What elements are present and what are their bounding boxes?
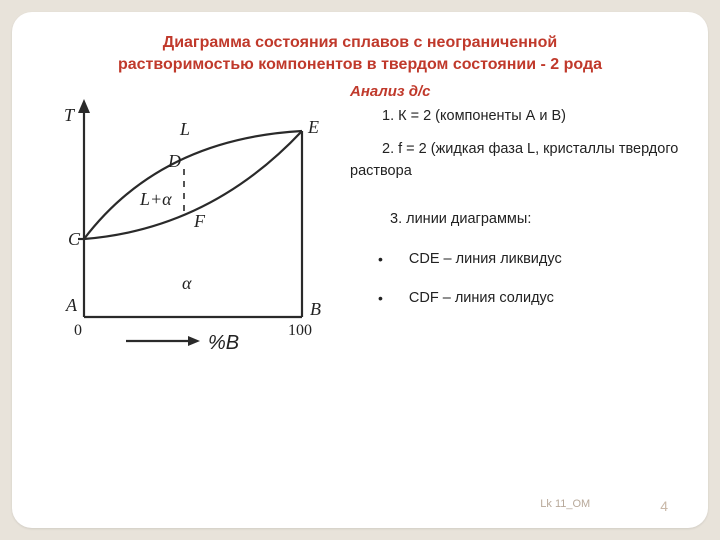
slide-title: Диаграмма состояния сплавов с неограниче… <box>40 32 680 75</box>
analysis-heading: Анализ д/с <box>350 81 680 104</box>
svg-text:T: T <box>64 105 76 125</box>
point-3: 3. линии диаграммы: <box>350 209 680 231</box>
svg-text:A: A <box>65 295 78 315</box>
title-line-1: Диаграмма состояния сплавов с неограниче… <box>163 34 557 51</box>
title-line-2: растворимостью компонентов в твердом сос… <box>118 56 602 73</box>
page-number: 4 <box>660 498 668 514</box>
svg-text:D: D <box>167 151 181 171</box>
svg-text:E: E <box>307 117 319 137</box>
diagram-column: T L E D L+α F C Aα B 0 100 %В <box>40 79 340 369</box>
svg-text:C: C <box>68 229 81 249</box>
svg-text:%В: %В <box>208 332 239 354</box>
point-2: 2. f = 2 (жидкая фаза L, кристаллы тверд… <box>350 139 680 183</box>
point-1: 1. К = 2 (компоненты А и В) <box>350 106 680 128</box>
bullet-dot-icon: • <box>378 288 383 310</box>
bullet-list: • CDE – линия ликвидус • CDF – линия сол… <box>350 249 680 311</box>
svg-text:100: 100 <box>288 322 312 339</box>
point-2-text: 2. f = 2 (жидкая фаза L, кристаллы тверд… <box>350 141 678 179</box>
svg-text:α: α <box>182 273 192 293</box>
svg-text:L: L <box>179 119 190 139</box>
slide-footer: Lk 11_ОМ 4 <box>540 498 668 514</box>
bullet-item: • CDF – линия солидус <box>378 288 680 310</box>
phase-diagram: T L E D L+α F C Aα B 0 100 %В <box>40 79 340 369</box>
bullet-item: • CDE – линия ликвидус <box>378 249 680 271</box>
svg-text:0: 0 <box>74 322 82 339</box>
footer-note: Lk 11_ОМ <box>540 498 590 514</box>
content-row: T L E D L+α F C Aα B 0 100 %В Анализ д/с 1. К = 2 (… <box>40 79 680 369</box>
svg-text:F: F <box>193 211 206 231</box>
bullet-label: CDF – линия солидус <box>409 288 554 310</box>
svg-text:B: B <box>310 299 321 319</box>
text-column: Анализ д/с 1. К = 2 (компоненты А и В) 2… <box>350 79 680 369</box>
bullet-dot-icon: • <box>378 249 383 271</box>
bullet-label: CDE – линия ликвидус <box>409 249 562 271</box>
svg-text:L+α: L+α <box>139 189 172 209</box>
slide-card: Диаграмма состояния сплавов с неограниче… <box>12 12 708 528</box>
